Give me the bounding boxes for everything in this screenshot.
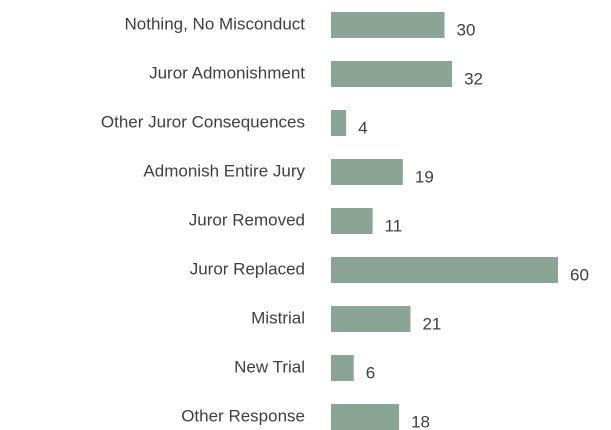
value-label: 21 [422, 314, 441, 333]
value-label: 30 [457, 20, 476, 39]
category-label: Juror Admonishment [149, 63, 305, 82]
bar [331, 159, 403, 185]
bar [331, 257, 558, 283]
category-label: Other Juror Consequences [101, 112, 305, 131]
bar [331, 110, 347, 136]
category-label: Other Response [181, 406, 305, 425]
category-label: Juror Replaced [190, 259, 305, 278]
category-label: Nothing, No Misconduct [125, 14, 306, 33]
bar [331, 404, 400, 430]
bar [331, 208, 373, 234]
value-label: 11 [385, 216, 403, 235]
value-label: 18 [411, 412, 430, 430]
category-label: New Trial [234, 357, 305, 376]
bar [331, 355, 354, 381]
value-label: 6 [366, 363, 375, 382]
value-label: 4 [358, 118, 367, 137]
bar [331, 61, 453, 87]
bar [331, 12, 445, 38]
bar [331, 306, 411, 332]
category-label: Mistrial [251, 308, 305, 327]
value-label: 60 [570, 265, 589, 284]
category-label: Admonish Entire Jury [143, 161, 305, 180]
value-label: 32 [464, 69, 483, 88]
value-label: 19 [415, 167, 434, 186]
category-label: Juror Removed [189, 210, 305, 229]
